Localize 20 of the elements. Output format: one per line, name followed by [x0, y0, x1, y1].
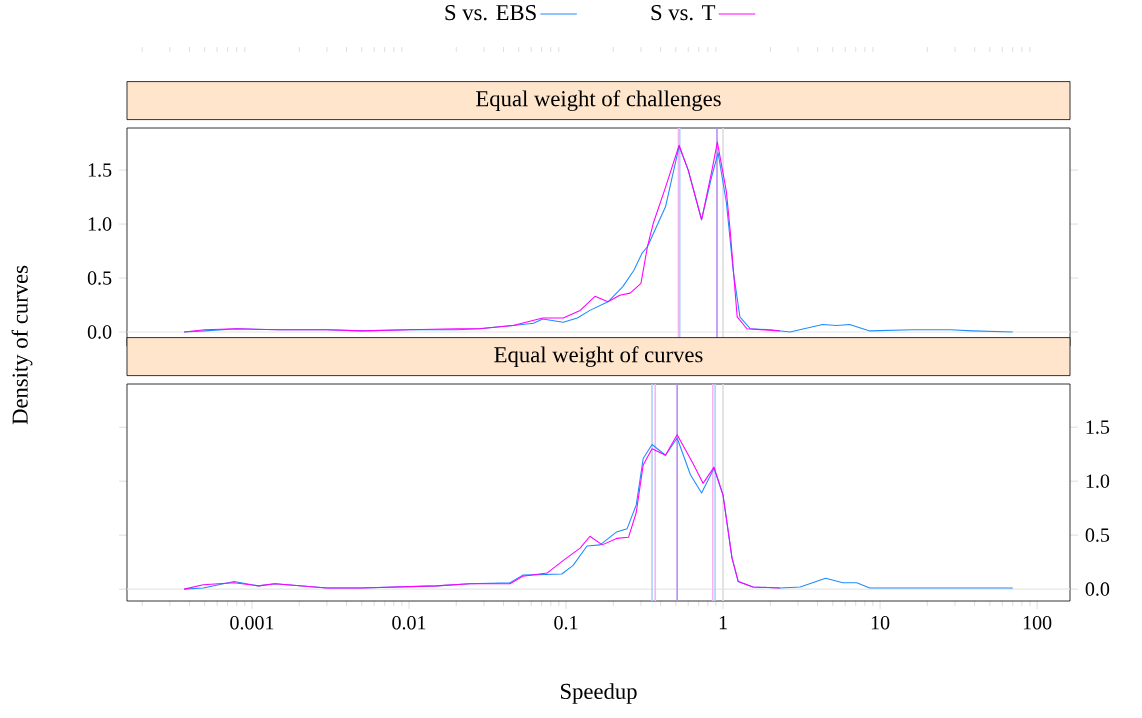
- legend-label: S vs. EBS: [445, 5, 536, 21]
- y-axis-title: Density of curves: [11, 265, 33, 425]
- legend-label: S vs. T: [651, 5, 716, 21]
- x-tick-label: 100: [1023, 615, 1052, 630]
- x-tick-label: 1: [719, 615, 727, 630]
- y-tick-label: 0.0: [1085, 582, 1110, 596]
- x-tick-label: 0.01: [392, 615, 426, 630]
- y-tick-label: 1.0: [1086, 474, 1110, 488]
- y-tick-label: 1.5: [1086, 420, 1110, 434]
- y-tick-label: 1.5: [88, 163, 112, 177]
- x-tick-label: 10: [871, 615, 890, 630]
- x-tick-label: 0.1: [554, 615, 578, 630]
- y-tick-label: 0.0: [87, 325, 112, 339]
- chart-title: Equal weight of curves: [494, 346, 703, 368]
- y-tick-label: 0.5: [87, 271, 112, 285]
- chart-title: Equal weight of challenges: [476, 90, 721, 112]
- y-tick-label: 0.5: [1085, 528, 1110, 542]
- x-tick-label: 0.001: [230, 615, 274, 630]
- y-tick-label: 1.0: [88, 217, 112, 231]
- x-axis-title: Speedup: [561, 683, 637, 704]
